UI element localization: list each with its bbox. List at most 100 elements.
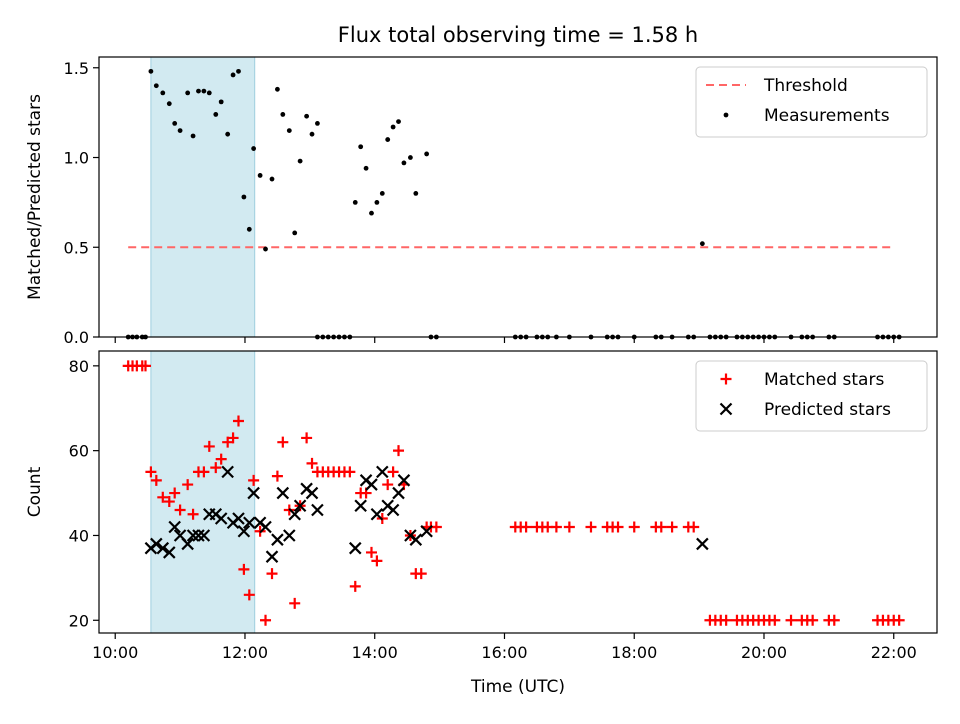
- y-tick-label: 40: [69, 526, 89, 545]
- legend-item: Matched stars: [720, 370, 884, 390]
- data-point: [386, 503, 400, 517]
- data-point: [169, 487, 181, 499]
- data-point: [168, 520, 181, 534]
- data-point: [150, 537, 163, 551]
- data-point: [311, 503, 324, 517]
- data-point: [265, 550, 279, 563]
- data-point: [828, 614, 840, 626]
- data-point: [153, 83, 159, 89]
- x-tick-label: 20:00: [741, 643, 787, 662]
- data-point: [148, 68, 154, 74]
- legend-box: [695, 360, 928, 432]
- data-point: [166, 101, 172, 107]
- data-point: [269, 176, 275, 182]
- data-point: [371, 555, 383, 567]
- x-tick-label: 12:00: [222, 643, 268, 662]
- data-point: [187, 508, 199, 520]
- data-point: [163, 496, 175, 508]
- data-point: [225, 131, 231, 137]
- data-point: [655, 521, 667, 533]
- data-point: [666, 521, 678, 533]
- data-point: [408, 155, 413, 160]
- data-point: [243, 516, 256, 530]
- data-point: [369, 210, 374, 216]
- data-point: [260, 614, 272, 626]
- data-point: [409, 533, 423, 546]
- data-point: [397, 474, 411, 487]
- data-point: [251, 146, 257, 151]
- data-point: [157, 491, 169, 503]
- legend-swatch: [720, 373, 732, 385]
- data-point: [365, 478, 378, 491]
- data-point: [280, 112, 286, 117]
- legend-item: Predicted stars: [719, 400, 891, 420]
- data-point: [276, 486, 290, 500]
- series-2: [144, 465, 709, 563]
- legend-swatch: [723, 112, 729, 118]
- y-axis-label: Matched/Predicted stars: [25, 94, 45, 300]
- legend-swatch: [719, 402, 733, 416]
- data-point: [160, 90, 166, 96]
- data-point: [241, 194, 247, 200]
- data-point: [230, 72, 236, 78]
- data-point: [420, 524, 433, 538]
- data-point: [288, 507, 301, 521]
- data-point: [363, 165, 369, 171]
- legend-label: Threshold: [763, 76, 848, 96]
- data-point: [271, 470, 283, 482]
- data-point: [415, 568, 427, 580]
- data-point: [218, 99, 224, 105]
- legend: Matched stars Predicted stars: [695, 360, 928, 432]
- data-point: [358, 144, 364, 150]
- data-point: [181, 537, 194, 551]
- data-point: [210, 462, 222, 474]
- data-point: [283, 529, 296, 542]
- data-point: [292, 230, 298, 236]
- data-point: [628, 521, 640, 533]
- data-point: [301, 432, 313, 444]
- data-point: [379, 191, 385, 196]
- data-point: [238, 563, 250, 575]
- data-point: [197, 529, 211, 542]
- data-point: [174, 504, 186, 516]
- highlight-span: [150, 350, 256, 634]
- data-point: [293, 499, 307, 513]
- data-point: [232, 415, 244, 427]
- data-point: [769, 614, 781, 626]
- data-point: [190, 133, 196, 139]
- data-point: [196, 88, 201, 94]
- data-point: [385, 137, 391, 142]
- data-point: [563, 521, 575, 533]
- y-tick-label: 20: [69, 611, 89, 630]
- data-point: [696, 537, 709, 551]
- data-point: [227, 432, 239, 444]
- y-tick-label: 60: [69, 442, 89, 461]
- data-point: [163, 546, 176, 559]
- highlight-span: [150, 56, 256, 338]
- data-point: [145, 466, 157, 478]
- data-point: [550, 521, 562, 533]
- data-point: [182, 479, 194, 491]
- data-point: [354, 499, 367, 513]
- data-point: [392, 486, 405, 500]
- x-tick-label: 14:00: [352, 643, 398, 662]
- legend-label: Matched stars: [764, 370, 884, 390]
- data-point: [297, 158, 303, 164]
- data-point: [201, 88, 207, 94]
- data-point: [365, 546, 377, 558]
- data-point: [393, 445, 405, 457]
- data-point: [246, 226, 252, 232]
- data-point: [266, 568, 278, 580]
- x-tick-label: 22:00: [871, 643, 917, 662]
- data-point: [699, 241, 705, 247]
- data-point: [370, 507, 384, 521]
- legend-box: [695, 66, 928, 138]
- legend-label: Measurements: [764, 106, 890, 126]
- plot-frame: [98, 56, 938, 338]
- y-tick-label: 80: [69, 357, 89, 376]
- data-point: [206, 90, 212, 96]
- data-point: [247, 486, 260, 500]
- data-point: [236, 68, 241, 74]
- chart-title: Flux total observing time = 1.58 h: [338, 23, 698, 47]
